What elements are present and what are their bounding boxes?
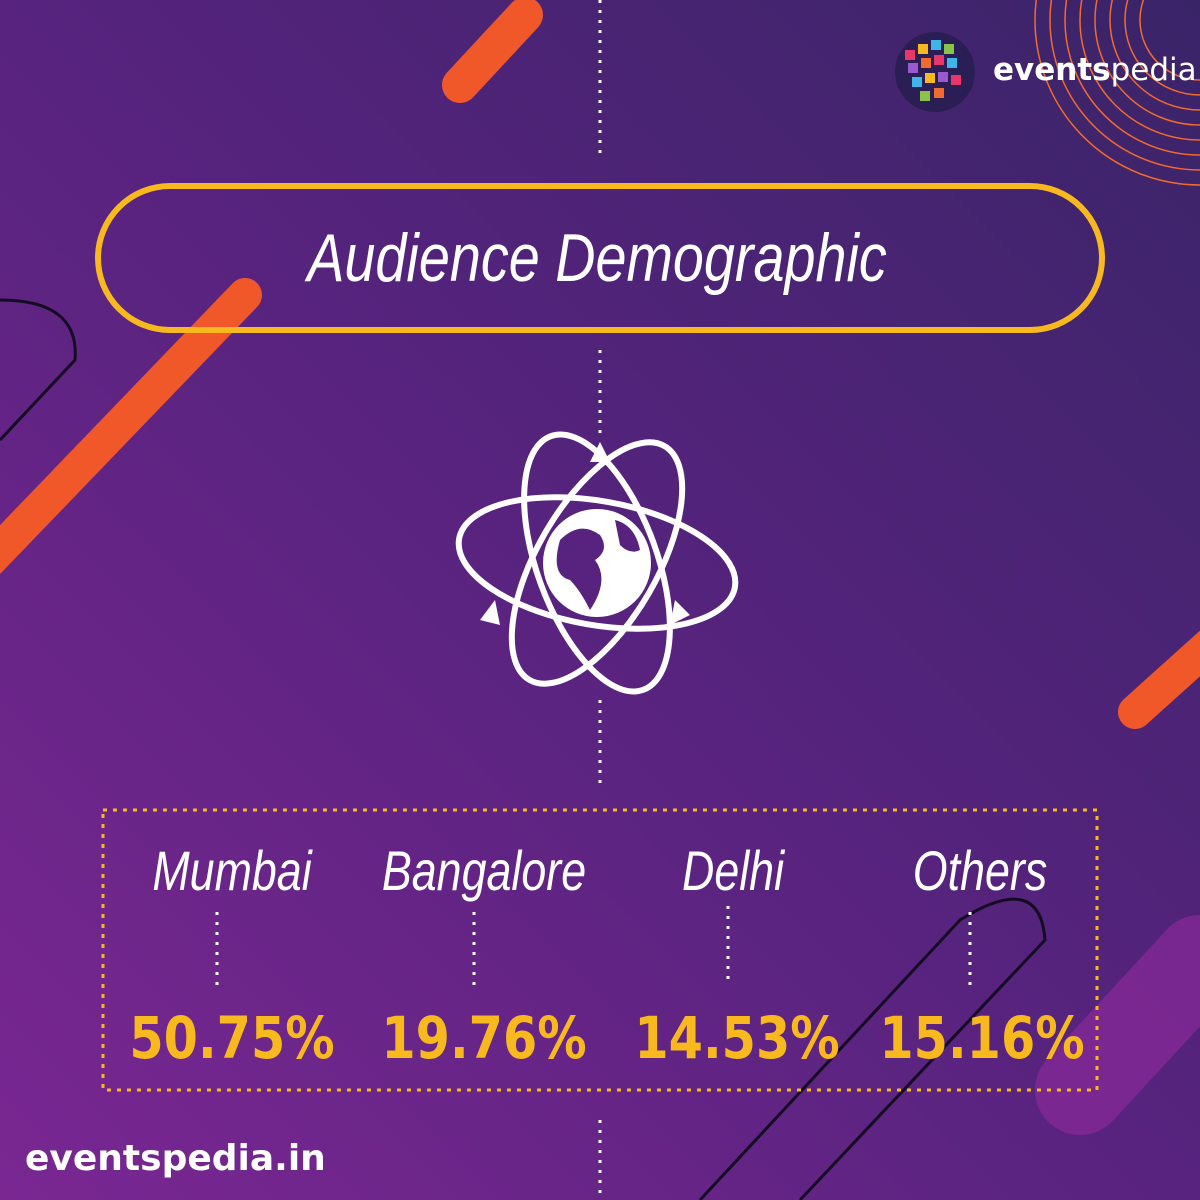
- item-value: 14.53%: [634, 1004, 839, 1072]
- globe-icon: [455, 431, 739, 695]
- items: Mumbai Bangalore Delhi Others 50.75% 19.…: [129, 839, 1084, 1072]
- logo-part: pedia: [1111, 52, 1197, 88]
- logo-text: eventspedia: [993, 52, 1197, 88]
- item-label: Delhi: [682, 839, 786, 902]
- item-value: 50.75%: [129, 1004, 334, 1072]
- item-label: Bangalore: [382, 839, 586, 902]
- item-label: Mumbai: [152, 839, 313, 902]
- footer: eventspedia.in: [25, 1138, 326, 1179]
- item-value: 15.16%: [879, 1004, 1084, 1072]
- title: Audience Demographic: [304, 221, 887, 296]
- item-value: 19.76%: [381, 1004, 586, 1072]
- item-label: Others: [913, 839, 1047, 902]
- logo: eventspedia: [895, 32, 1197, 112]
- logo-part: events: [993, 52, 1111, 88]
